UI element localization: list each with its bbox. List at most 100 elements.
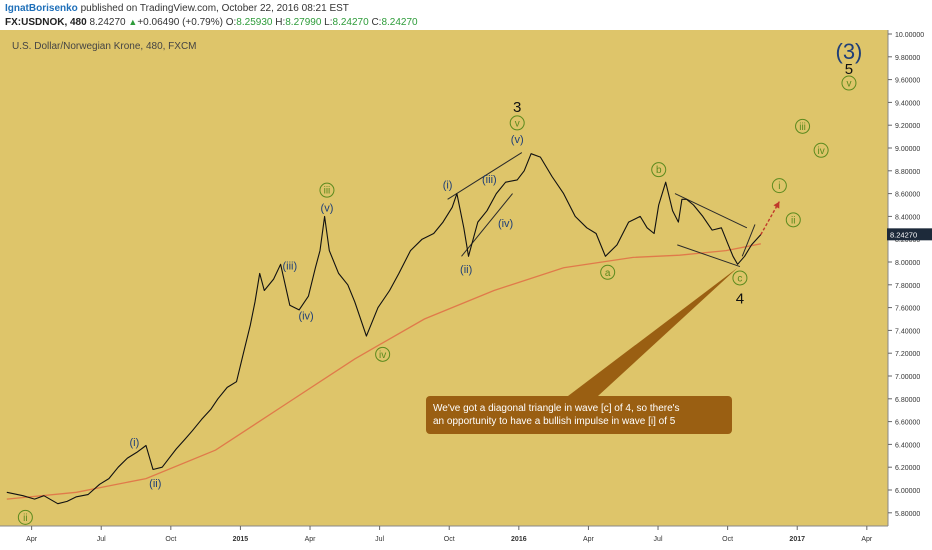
wave-label: v — [846, 79, 851, 90]
wave-label: b — [656, 165, 662, 176]
y-tick-label: 9.40000 — [895, 100, 920, 107]
wave-label-circle — [841, 75, 857, 91]
last-price-tag-label: 8.24270 — [890, 230, 917, 239]
callout: We've got a diagonal triangle in wave [c… — [426, 267, 738, 434]
high-label: H: — [275, 17, 286, 28]
plot-area — [0, 30, 888, 526]
x-tick-label: Oct — [165, 536, 176, 543]
open-value: 8.25930 — [236, 17, 273, 28]
y-tick-label: 8.00000 — [895, 260, 920, 267]
y-tick-label: 7.20000 — [895, 351, 920, 358]
wave-label: (iii) — [482, 174, 497, 186]
chart-header: IgnatBorisenko published on TradingView.… — [0, 0, 932, 30]
y-tick-label: 6.60000 — [895, 420, 920, 427]
last-price-tag: 8.24270 — [887, 228, 932, 241]
last-price-tag-bg — [887, 228, 932, 241]
price-series — [6, 153, 762, 505]
wave-label-circle — [651, 162, 667, 178]
y-tick-label: 6.40000 — [895, 442, 920, 449]
wave-label-circle — [509, 115, 525, 131]
wave-label: i — [778, 181, 780, 192]
callout-text: We've got a diagonal triangle in wave [c… — [433, 403, 680, 414]
wave-label: ii — [791, 215, 795, 226]
wave-label: (v) — [321, 202, 334, 214]
moving-average — [6, 243, 761, 500]
y-tick-label: 8.20000 — [895, 237, 920, 244]
trendline — [741, 224, 756, 257]
x-tick-label: Apr — [861, 536, 873, 543]
open-label: O: — [225, 17, 237, 28]
wave-label-circle — [785, 212, 801, 228]
last-price-value: 8.24270 — [89, 17, 126, 28]
wave-number-label: 3 — [513, 99, 521, 116]
x-tick-label: Jul — [654, 536, 663, 543]
y-tick-label: 9.00000 — [895, 146, 920, 153]
y-tick-label: 6.80000 — [895, 397, 920, 404]
change-value: +0.06490 (+0.79%) — [137, 17, 223, 28]
x-tick-label: 2017 — [789, 536, 805, 543]
moving-average-line — [6, 243, 761, 500]
chart-title: U.S. Dollar/Norwegian Krone, 480, FXCM — [12, 41, 197, 52]
wave-number-label: 5 — [845, 61, 853, 78]
callout-box — [426, 396, 732, 434]
wave-label: (i) — [130, 437, 140, 449]
price-axis — [888, 30, 932, 526]
wave-label: iv — [818, 146, 825, 157]
x-tick-label: Jul — [375, 536, 384, 543]
projection — [760, 201, 780, 235]
y-tick-label: 6.20000 — [895, 465, 920, 472]
publish-line: IgnatBorisenko published on TradingView.… — [5, 3, 349, 14]
wave-label: v — [515, 118, 520, 129]
wave-labels: ii(i)(ii)(iii)(iv)iii(v)iv(i)(ii)(iii)(i… — [17, 39, 862, 525]
x-tick-label: Apr — [305, 536, 317, 543]
wave-label: (iii) — [283, 260, 298, 272]
wave-label-circle — [732, 270, 748, 286]
y-tick-label: 8.80000 — [895, 169, 920, 176]
y-tick-label: 7.40000 — [895, 328, 920, 335]
y-tick-label: 10.00000 — [895, 32, 924, 39]
x-tick-label: Oct — [722, 536, 733, 543]
x-tick-label: Oct — [444, 536, 455, 543]
x-ticks: Apr Jul Oct 2015 Apr Jul Oct 2016 Apr Jul Oct 2017 A… — [26, 526, 873, 543]
y-tick-label: 7.80000 — [895, 283, 920, 290]
y-ticks: 10.00000 9.80000 9.60000 9.40000 9.20000 9.00… — [888, 32, 924, 518]
trendline — [447, 152, 523, 200]
callout-pointer — [568, 267, 738, 396]
y-tick-label: 7.60000 — [895, 306, 920, 313]
wave-label: ii — [23, 513, 27, 524]
x-tick-label: Apr — [583, 536, 595, 543]
y-tick-label: 9.60000 — [895, 78, 920, 85]
trendline — [461, 193, 513, 257]
projection-arrowhead-icon — [773, 201, 780, 209]
y-tick-label: 7.00000 — [895, 374, 920, 381]
wave-label: a — [605, 268, 611, 279]
wave-label: (v) — [511, 134, 524, 146]
callout-text: an opportunity to have a bullish impulse… — [433, 416, 676, 427]
wave-label-circle — [813, 142, 829, 158]
y-tick-label: 8.60000 — [895, 192, 920, 199]
ohlc-line: FX:USDNOK, 480 8.24270 ▲+0.06490 (+0.79%… — [5, 17, 418, 28]
y-tick-label: 8.40000 — [895, 214, 920, 221]
author-name[interactable]: IgnatBorisenko — [5, 3, 78, 14]
projection-line — [760, 201, 780, 235]
x-tick-label: Apr — [26, 536, 38, 543]
wave-label: iii — [799, 122, 806, 133]
time-axis — [0, 526, 932, 550]
low-label: L: — [324, 17, 333, 28]
y-tick-label: 5.80000 — [895, 511, 920, 518]
price-line — [6, 153, 762, 505]
trendline — [677, 244, 741, 268]
wave-label-circle — [771, 178, 787, 194]
high-value: 8.27990 — [285, 17, 322, 28]
wave-label: iii — [324, 186, 331, 197]
y-tick-label: 9.20000 — [895, 123, 920, 130]
wave-label: iv — [379, 350, 386, 361]
x-tick-label: 2015 — [233, 536, 249, 543]
y-tick-label: 9.80000 — [895, 55, 920, 62]
wave-label-circle — [795, 118, 811, 134]
wave-label-circle — [319, 182, 335, 198]
wave-label-circle — [600, 264, 616, 280]
x-tick-label: Jul — [97, 536, 106, 543]
wave-number-label: 4 — [736, 290, 744, 307]
